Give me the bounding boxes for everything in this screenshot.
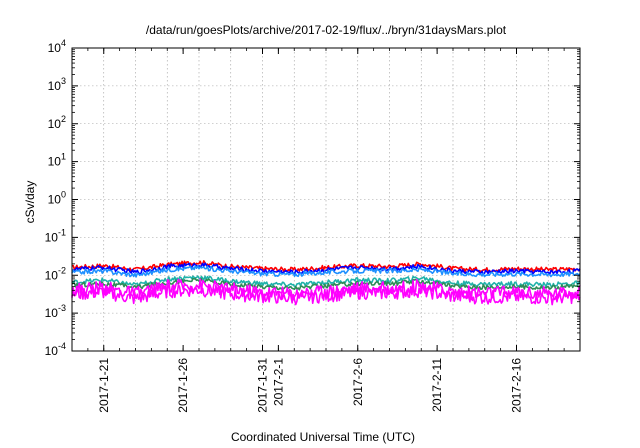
y-tick-label: 10-3 [45,303,66,320]
y-tick-base: 10 [48,193,62,207]
y-tick-label: 101 [48,152,66,169]
y-tick-exponent: -4 [58,341,66,351]
x-axis-label: Coordinated Universal Time (UTC) [231,430,415,444]
x-tick-label: 2017-1-21 [97,358,111,413]
y-tick-exponent: 3 [61,76,66,86]
y-tick-base: 10 [45,268,59,282]
x-tick-label: 2017-1-26 [176,358,190,413]
y-tick-base: 10 [48,155,62,169]
y-tick-label: 10-1 [45,227,66,244]
x-tick-label: 2017-2-6 [351,358,365,406]
x-tick-label: 2017-1-31 [256,358,270,413]
y-tick-exponent: 4 [61,38,66,48]
series-line-4 [71,275,581,288]
x-tick-label: 2017-2-11 [430,358,444,412]
y-tick-exponent: -2 [58,265,66,275]
series-lines [71,260,581,306]
x-tick-label: 2017-2-16 [510,358,524,413]
chart-title: /data/run/goesPlots/archive/2017-02-19/f… [146,23,507,37]
y-tick-base: 10 [45,230,59,244]
grid [72,48,580,351]
y-tick-exponent: 2 [61,114,66,124]
y-tick-base: 10 [48,79,62,93]
y-tick-label: 102 [48,114,66,131]
x-axis-ticks: 2017-1-21 2017-1-26 2017-1-31 2017-2-1 2017-… [71,48,581,413]
y-tick-base: 10 [48,41,62,55]
series-line-3 [71,265,581,278]
x-tick-label: 2017-2-1 [271,358,285,406]
y-tick-label: 10-4 [45,341,66,358]
y-tick-base: 10 [45,344,59,358]
y-tick-exponent: -3 [58,303,66,313]
y-axis-label: cSv/day [23,181,37,224]
y-tick-exponent: -1 [58,227,66,237]
y-tick-label: 100 [48,190,66,207]
y-tick-exponent: 0 [61,190,66,200]
y-tick-base: 10 [48,117,62,131]
y-tick-base: 10 [45,306,59,320]
y-tick-label: 103 [48,76,66,93]
y-tick-label: 104 [48,38,66,55]
y-tick-label: 10-2 [45,265,66,282]
y-tick-exponent: 1 [61,152,66,162]
series-line-7 [71,283,581,306]
